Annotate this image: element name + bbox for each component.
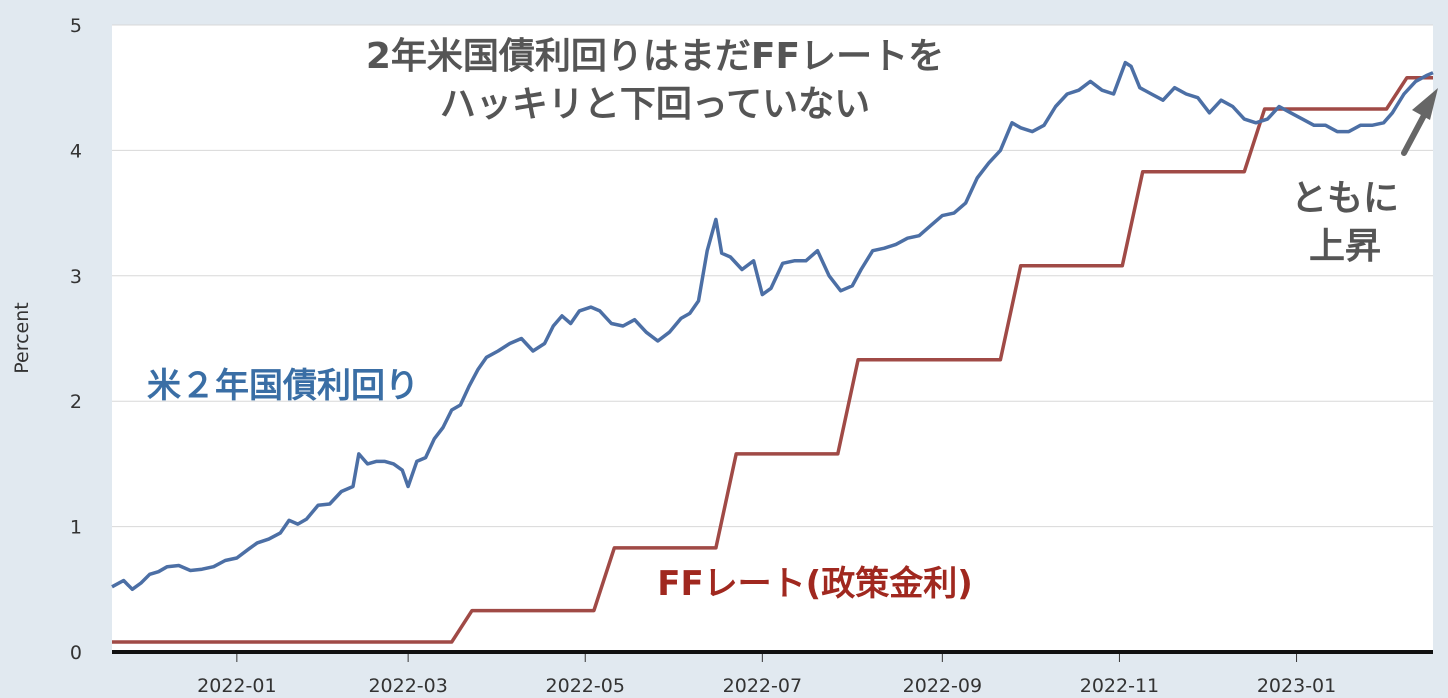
x-tick-label: 2022-03: [368, 675, 447, 697]
grid-lines: [112, 24, 1433, 528]
x-tick-label: 2022-11: [1080, 675, 1159, 697]
y-tick-label: 1: [70, 517, 82, 539]
series-layer: [111, 60, 1434, 644]
treasury-series-label: 米２年国債利回り: [147, 366, 419, 406]
y-tick-label: 0: [70, 642, 82, 664]
x-tick-label: 2022-07: [723, 675, 802, 697]
y-tick-label: 4: [70, 140, 82, 162]
ffrate-series-label: FFレート(政策金利): [657, 564, 973, 604]
y-tick-label: 2: [70, 391, 82, 413]
y-axis-ticks: 0 1 2 3 4 5: [70, 15, 82, 664]
title-line-2: ハッキリと下回っていない: [440, 84, 870, 125]
x-tick-label: 2022-05: [546, 675, 625, 697]
y-axis-label: Percent: [11, 302, 33, 374]
y-tick-label: 5: [70, 15, 82, 37]
y-tick-label: 3: [70, 266, 82, 288]
both-rise-label-line-1: ともに: [1291, 178, 1399, 219]
title-line-1: 2年米国債利回りはまだFFレートを: [366, 36, 944, 77]
x-tick-label: 2022-01: [197, 675, 276, 697]
treasury-yield-line: [111, 60, 1434, 592]
x-tick-label: 2022-09: [903, 675, 982, 697]
x-axis-ticks: 2022-01 2022-03 2022-05 2022-07 2022-09 2022-…: [197, 652, 1336, 697]
plot-area: [112, 25, 1433, 652]
arrow-icon: [1401, 88, 1438, 156]
x-tick-label: 2023-01: [1257, 675, 1336, 697]
both-rise-label-line-2: 上昇: [1309, 226, 1381, 267]
